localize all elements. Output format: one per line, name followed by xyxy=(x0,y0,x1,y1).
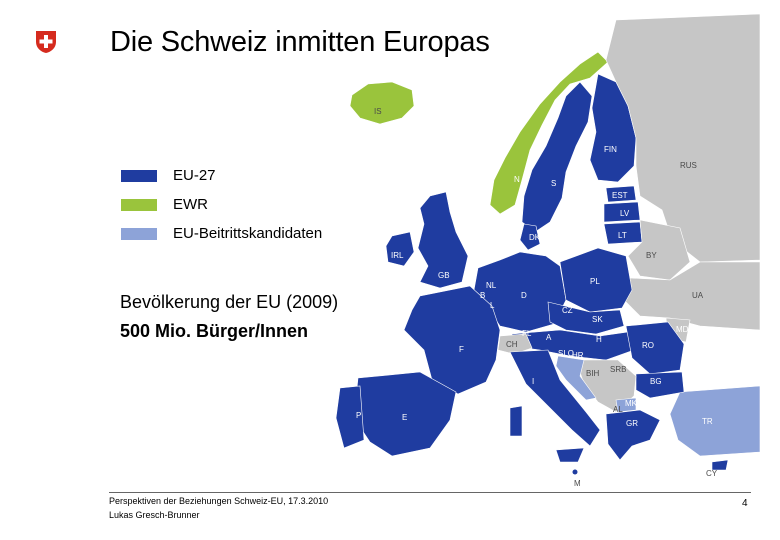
map-label-bg: BG xyxy=(650,377,662,386)
footer-presentation-title: Perspektiven der Beziehungen Schweiz-EU,… xyxy=(109,496,329,506)
legend-label-candidates: EU-Beitrittskandidaten xyxy=(173,225,323,242)
region-is xyxy=(349,81,415,125)
legend-swatch-ewr xyxy=(121,199,157,211)
legend-label-eu27: EU-27 xyxy=(173,167,216,184)
europe-map: IS N S FIN RUS EST LV LT BY IRL GB DK NL… xyxy=(335,13,760,488)
region-m xyxy=(572,469,578,475)
region-tr xyxy=(669,385,760,457)
map-label-ch: CH xyxy=(506,340,518,349)
map-label-by: BY xyxy=(646,251,657,260)
map-label-m: M xyxy=(574,479,581,488)
region-dk xyxy=(519,223,541,251)
map-label-bih: BIH xyxy=(586,369,600,378)
legend-swatch-candidates xyxy=(121,228,157,240)
map-label-l: L xyxy=(490,301,495,310)
legend-swatch-eu27 xyxy=(121,170,157,182)
swiss-cross-logo xyxy=(36,31,56,53)
legend-label-ewr: EWR xyxy=(173,196,208,213)
map-label-nl: NL xyxy=(486,281,497,290)
map-label-tr: TR xyxy=(702,417,713,426)
map-label-fin: FIN xyxy=(604,145,617,154)
map-label-est: EST xyxy=(612,191,628,200)
map-label-gb: GB xyxy=(438,271,450,280)
region-by xyxy=(627,219,691,281)
map-label-fl: FL xyxy=(522,329,532,338)
map-label-lt: LT xyxy=(618,231,627,240)
map-label-sk: SK xyxy=(592,315,603,324)
region-sardinia xyxy=(509,405,523,437)
map-label-rus: RUS xyxy=(680,161,697,170)
region-est xyxy=(605,185,637,203)
region-s xyxy=(521,81,593,233)
region-rus xyxy=(605,13,760,263)
map-label-pl: PL xyxy=(590,277,600,286)
region-irl xyxy=(385,231,415,267)
map-label-md: MD xyxy=(676,325,689,334)
map-label-irl: IRL xyxy=(391,251,404,260)
population-label: Bevölkerung der EU (2009) xyxy=(120,292,339,312)
map-label-i: I xyxy=(532,377,534,386)
region-ch xyxy=(497,333,533,355)
region-ua xyxy=(623,261,760,331)
map-label-d: D xyxy=(521,291,527,300)
map-label-ua: UA xyxy=(692,291,704,300)
map-label-mk: MK xyxy=(625,399,638,408)
region-f xyxy=(403,285,501,395)
map-label-hr: HR xyxy=(572,351,584,360)
map-label-dk: DK xyxy=(529,233,541,242)
region-gr xyxy=(605,409,661,461)
map-label-p: P xyxy=(356,411,361,420)
page-title: Die Schweiz inmitten Europas xyxy=(110,26,490,58)
region-sicily xyxy=(555,447,585,463)
map-label-a: A xyxy=(546,333,552,342)
map-label-e: E xyxy=(402,413,407,422)
map-label-ro: RO xyxy=(642,341,654,350)
map-label-srb: SRB xyxy=(610,365,626,374)
map-label-al: AL xyxy=(613,405,623,414)
map-label-n: N xyxy=(514,175,520,184)
map-label-cz: CZ xyxy=(562,306,573,315)
map-label-h: H xyxy=(596,335,602,344)
region-bg xyxy=(635,371,685,399)
region-p xyxy=(335,385,365,449)
map-label-slo: SLO xyxy=(558,349,574,358)
region-pl xyxy=(559,247,633,313)
region-cz xyxy=(547,301,625,335)
footer-divider xyxy=(109,492,751,493)
region-hr xyxy=(555,355,597,401)
map-label-is: IS xyxy=(374,107,382,116)
map-label-b: B xyxy=(480,291,485,300)
region-mk xyxy=(615,397,637,413)
population-value: 500 Mio. Bürger/Innen xyxy=(120,321,309,341)
map-label-cy: CY xyxy=(706,469,718,478)
region-cy xyxy=(711,459,729,471)
map-label-gr: GR xyxy=(626,419,638,428)
region-gb xyxy=(417,191,469,289)
region-i xyxy=(509,349,601,447)
footer-author: Lukas Gresch-Brunner xyxy=(109,510,200,520)
page-number: 4 xyxy=(742,498,748,509)
region-ro xyxy=(625,321,685,375)
region-n xyxy=(489,51,609,215)
map-label-s: S xyxy=(551,179,556,188)
map-label-f: F xyxy=(459,345,464,354)
map-label-lv: LV xyxy=(620,209,630,218)
